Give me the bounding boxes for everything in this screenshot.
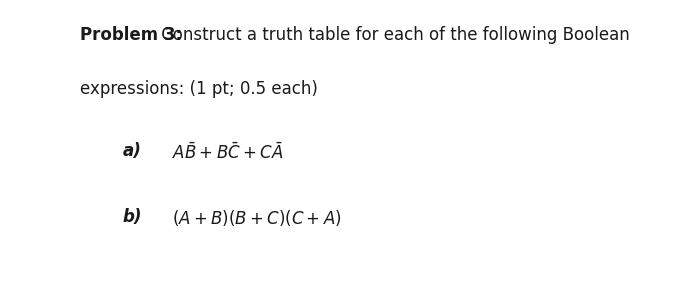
Text: a): a) xyxy=(122,142,141,160)
Text: Problem 3:: Problem 3: xyxy=(80,26,183,44)
Text: $(A + B)(B + C)(C + A)$: $(A + B)(B + C)(C + A)$ xyxy=(172,208,341,228)
Text: Construct a truth table for each of the following Boolean: Construct a truth table for each of the … xyxy=(156,26,630,44)
Text: $A\bar{B} + B\bar{C} + C\bar{A}$: $A\bar{B} + B\bar{C} + C\bar{A}$ xyxy=(172,142,283,163)
Text: expressions: (1 pt; 0.5 each): expressions: (1 pt; 0.5 each) xyxy=(80,80,318,98)
Text: b): b) xyxy=(122,208,142,226)
